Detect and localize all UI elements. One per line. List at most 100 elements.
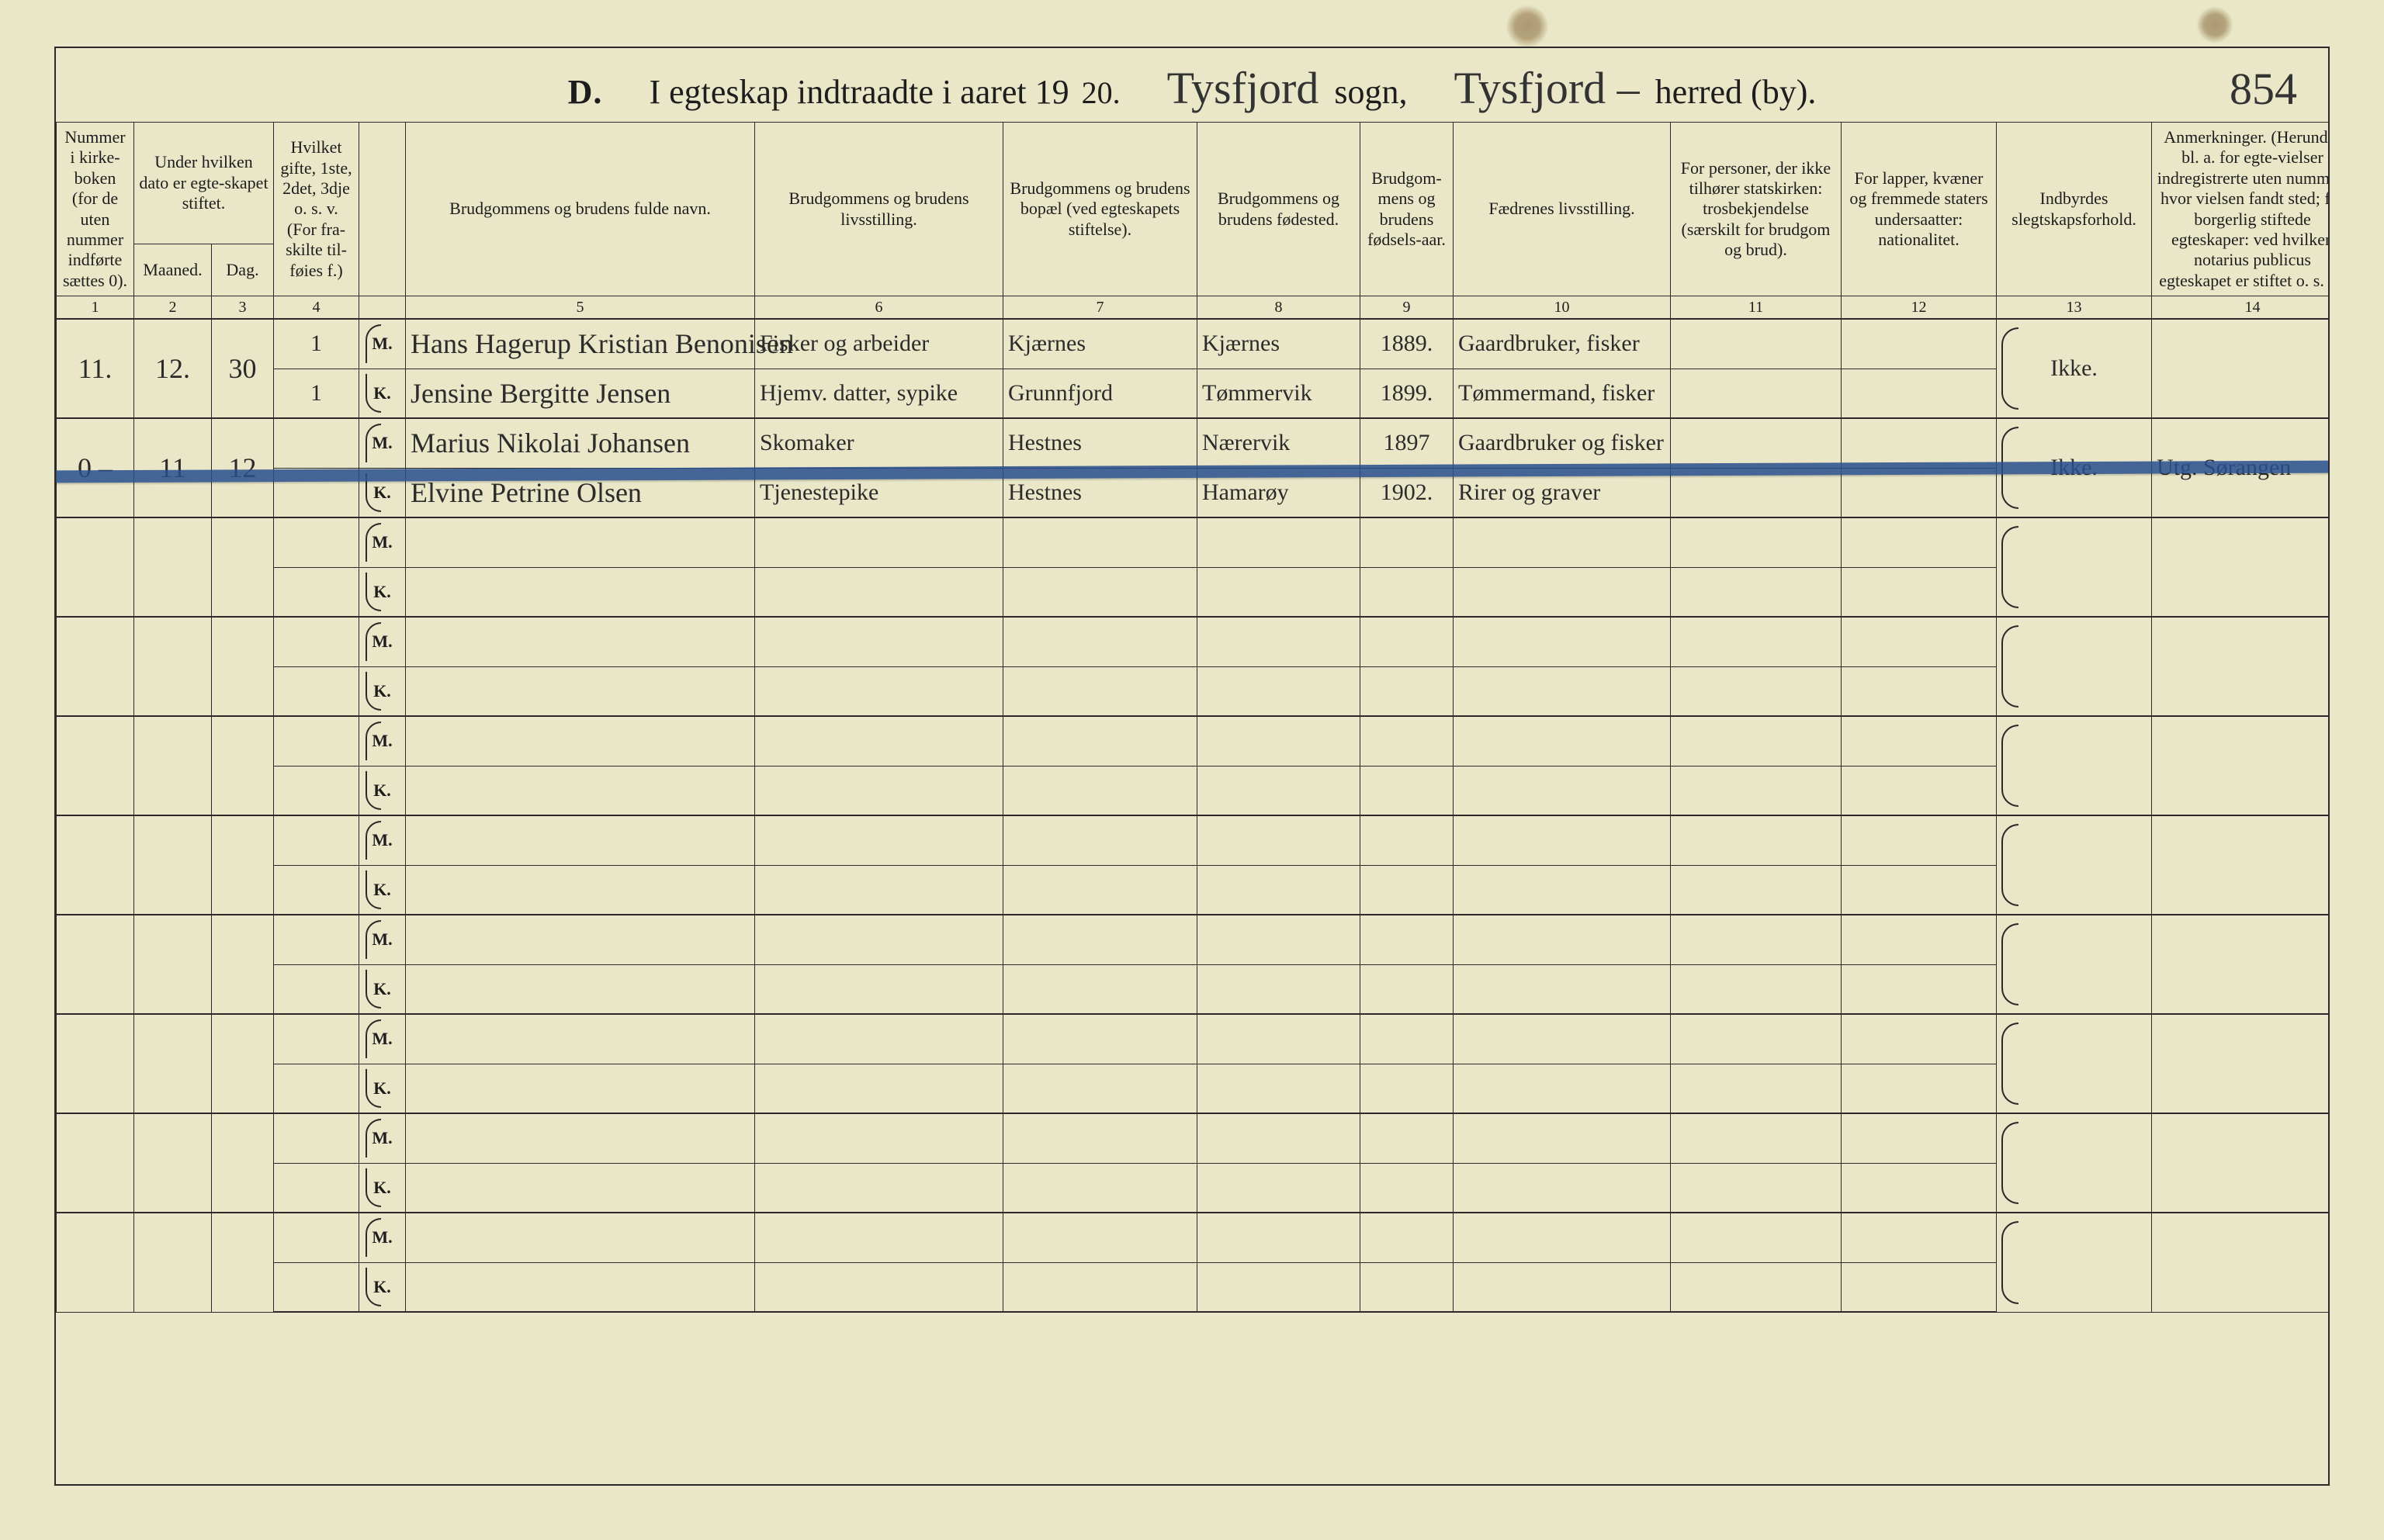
- empty: [1454, 1262, 1671, 1312]
- empty: [1360, 815, 1454, 865]
- empty-row-m: M.: [57, 815, 2330, 865]
- col-header: Under hvilken dato er egte-skapet stifte…: [134, 123, 274, 244]
- stilling-k: Tjenestepike: [760, 479, 878, 505]
- col-number: 4: [274, 296, 359, 320]
- empty: [755, 617, 1003, 666]
- empty: [755, 1262, 1003, 1312]
- bopel-k: Hestnes: [1008, 479, 1082, 505]
- empty: [134, 815, 212, 915]
- empty: [406, 915, 755, 964]
- mk-k: K.: [359, 369, 406, 418]
- mk-k: K.: [359, 964, 406, 1014]
- sogn-handwritten: Tysfjord: [1167, 62, 1319, 114]
- empty: [1671, 517, 1842, 567]
- anm-cell: [2152, 1113, 2330, 1213]
- gifte-m: [274, 418, 359, 468]
- empty: [1360, 1262, 1454, 1312]
- empty: [1360, 1213, 1454, 1262]
- fodested-m-cell: Nærervik: [1197, 418, 1360, 468]
- anm-cell: [2152, 617, 2330, 716]
- empty: [1454, 567, 1671, 617]
- stilling-m-cell: Skomaker: [755, 418, 1003, 468]
- stilling-m-cell: Fisker og arbeider: [755, 319, 1003, 369]
- bopel-m: Hestnes: [1008, 430, 1082, 455]
- empty: [1842, 865, 1997, 915]
- empty: [1671, 666, 1842, 716]
- stilling-m: Skomaker: [760, 430, 854, 455]
- empty: [1842, 517, 1997, 567]
- empty: [57, 1213, 134, 1312]
- empty: [274, 815, 359, 865]
- empty: [1842, 716, 1997, 766]
- empty: [1454, 1213, 1671, 1262]
- empty: [1197, 1262, 1360, 1312]
- col-number: [359, 296, 406, 320]
- ledger-page: D. I egteskap indtraadte i aaret 1920. T…: [0, 0, 2384, 1540]
- empty-row-m: M.: [57, 915, 2330, 964]
- entry-dag: 12: [212, 418, 274, 517]
- empty: [1360, 567, 1454, 617]
- empty-row-k: K.: [57, 766, 2330, 815]
- empty: [406, 716, 755, 766]
- empty: [1003, 617, 1197, 666]
- col-header: For lapper, kvæner og fremmede staters u…: [1842, 123, 1997, 296]
- entry-row-k: 1K.Jensine Bergitte JensenHjemv. datter,…: [57, 369, 2330, 418]
- col-number: 5: [406, 296, 755, 320]
- empty: [1842, 964, 1997, 1014]
- mk-m: M.: [359, 716, 406, 766]
- empty: [134, 915, 212, 1014]
- slegt-cell: [1997, 1213, 2152, 1312]
- col-header: Dag.: [212, 244, 274, 296]
- empty: [1003, 1113, 1197, 1163]
- faedre-k: Tømmermand, fisker: [1458, 380, 1655, 406]
- col-header: For personer, der ikke tilhører statskir…: [1671, 123, 1842, 296]
- empty-row-k: K.: [57, 865, 2330, 915]
- empty: [755, 517, 1003, 567]
- col-number: 9: [1360, 296, 1454, 320]
- empty: [755, 716, 1003, 766]
- empty: [1842, 1213, 1997, 1262]
- empty: [1671, 567, 1842, 617]
- empty: [1671, 617, 1842, 666]
- empty-row-m: M.: [57, 1213, 2330, 1262]
- empty: [406, 964, 755, 1014]
- col-number: 2: [134, 296, 212, 320]
- empty: [1671, 716, 1842, 766]
- empty: [1360, 766, 1454, 815]
- col-header: Hvilket gifte, 1ste, 2det, 3dje o. s. v.…: [274, 123, 359, 296]
- mk-m: M.: [359, 815, 406, 865]
- entry-dag: 30: [212, 319, 274, 418]
- empty: [755, 915, 1003, 964]
- empty: [1360, 517, 1454, 567]
- empty: [274, 1064, 359, 1113]
- empty: [1003, 865, 1197, 915]
- empty: [1454, 964, 1671, 1014]
- fodested-k-cell: Tømmervik: [1197, 369, 1360, 418]
- empty: [1842, 617, 1997, 666]
- gifte-k: 1: [310, 380, 322, 406]
- stilling-k: Hjemv. datter, sypike: [760, 380, 958, 406]
- col-header: Indbyrdes slegtskapsforhold.: [1997, 123, 2152, 296]
- fodested-k: Tømmervik: [1202, 380, 1312, 406]
- empty: [1003, 1213, 1197, 1262]
- empty: [1360, 666, 1454, 716]
- empty: [1671, 1262, 1842, 1312]
- empty: [57, 517, 134, 617]
- herred-print: herred (by).: [1655, 72, 1817, 112]
- empty: [1454, 1113, 1671, 1163]
- empty: [1003, 1064, 1197, 1113]
- bopel-k: Grunnfjord: [1008, 380, 1113, 406]
- empty: [1671, 1163, 1842, 1213]
- empty: [1671, 1113, 1842, 1163]
- slegt-cell: Ikke.: [1997, 319, 2152, 418]
- empty: [1454, 617, 1671, 666]
- empty: [274, 964, 359, 1014]
- empty-row-k: K.: [57, 964, 2330, 1014]
- ledger-table: Nummer i kirke-boken (for de uten nummer…: [56, 122, 2330, 1313]
- fodested-k: Hamarøy: [1202, 479, 1289, 505]
- empty: [134, 1213, 212, 1312]
- empty: [1842, 1113, 1997, 1163]
- aar-k-cell: 1899.: [1360, 369, 1454, 418]
- mk-m: M.: [359, 1014, 406, 1064]
- empty: [212, 915, 274, 1014]
